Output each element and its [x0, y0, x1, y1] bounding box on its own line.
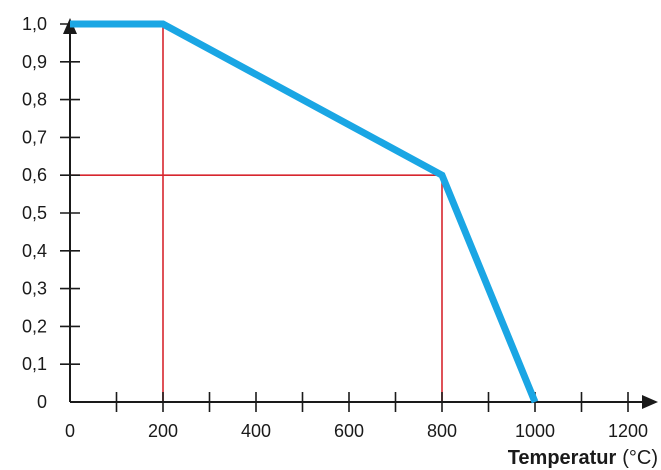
x-tick-label-400: 400 — [241, 421, 271, 441]
y-tick-label-5: 0,5 — [22, 203, 47, 223]
x-tick-label-200: 200 — [148, 421, 178, 441]
x-tick-label-800: 800 — [427, 421, 457, 441]
series-layer — [69, 20, 539, 404]
x-axis-arrowhead — [642, 395, 658, 409]
x-axis-title-unit: (°C) — [622, 447, 658, 469]
y-tick-label-8: 0,8 — [22, 90, 47, 110]
y-tick-label-9: 0,9 — [22, 52, 47, 72]
x-tick-label-0: 0 — [65, 421, 75, 441]
x-tick-label-1200: 1200 — [608, 421, 648, 441]
y-tick-label-10: 1,0 — [22, 14, 47, 34]
y-tick-label-7: 0,7 — [22, 127, 47, 147]
x-tick-label-1000: 1000 — [515, 421, 555, 441]
x-axis-title: Temperatur (°C) — [508, 447, 658, 469]
y-tick-label-1: 0,1 — [22, 354, 47, 374]
y-tick-label-6: 0,6 — [22, 165, 47, 185]
series-line-0 — [70, 20, 539, 404]
y-tick-label-3: 0,3 — [22, 279, 47, 299]
y-tick-label-2: 0,2 — [22, 316, 47, 336]
y-tick-label-0: 0 — [37, 392, 47, 412]
tick-labels: 0 200 400 600 800 1000 1200 0 0,1 0,2 0,3 0,4 0,5 0,6… — [22, 14, 648, 441]
y-tick-label-4: 0,4 — [22, 241, 47, 261]
axes — [60, 18, 658, 412]
reference-lines — [70, 24, 443, 402]
x-axis-title-main: Temperatur — [508, 447, 617, 469]
x-tick-label-600: 600 — [334, 421, 364, 441]
